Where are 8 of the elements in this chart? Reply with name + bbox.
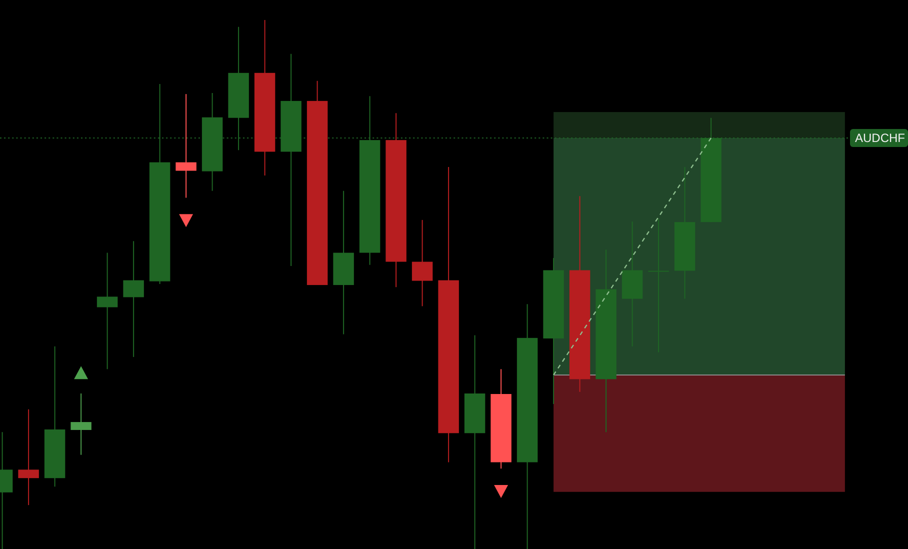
candlestick — [176, 94, 196, 198]
candlestick — [412, 219, 433, 307]
candlestick — [123, 240, 144, 358]
candlestick — [70, 392, 92, 456]
candlestick — [18, 408, 39, 506]
candlestick — [648, 218, 669, 353]
candlestick — [96, 252, 118, 370]
ref-line-label: AUDCHF — [855, 130, 905, 145]
